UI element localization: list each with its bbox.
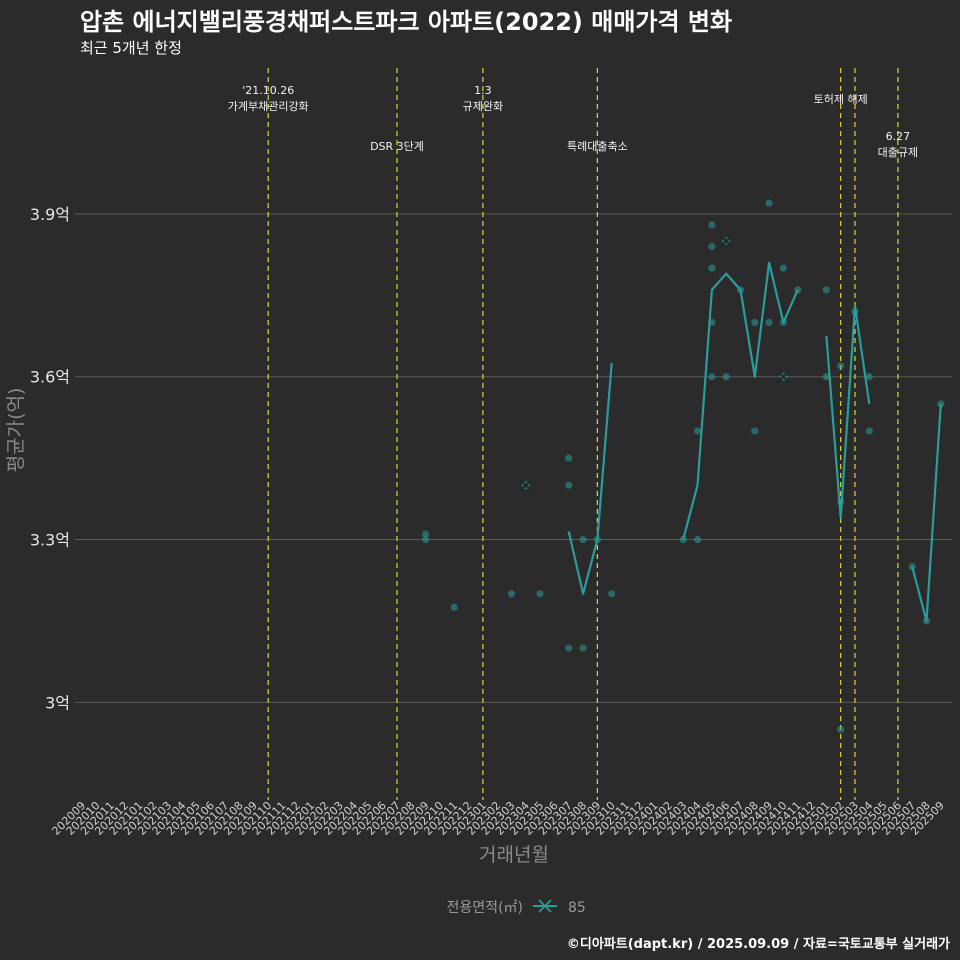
- series-line: [682, 261, 799, 540]
- data-point: [765, 199, 773, 207]
- source-credit: ©디아파트(dapt.kr) / 2025.09.09 / 자료=국토교통부 실…: [567, 936, 950, 952]
- event-label: '21.10.26: [242, 84, 294, 97]
- data-point: [507, 590, 516, 598]
- data-point: [822, 286, 830, 294]
- series-85: [422, 199, 945, 734]
- event-label: 규제완화: [463, 100, 503, 113]
- event-label: 6.27: [886, 130, 911, 143]
- data-point: [579, 644, 587, 652]
- data-point: [608, 590, 616, 598]
- data-point: [679, 535, 687, 544]
- data-point: [565, 454, 573, 462]
- y-tick-label: 3억: [45, 693, 70, 712]
- data-point: [450, 603, 458, 611]
- data-point: [693, 427, 702, 435]
- event-label: 특례대출축소: [567, 140, 628, 153]
- data-point: [422, 535, 430, 544]
- data-point: [837, 362, 845, 370]
- data-point: [422, 530, 430, 538]
- data-point: [765, 318, 773, 327]
- cross-marker: [519, 478, 533, 492]
- legend-entry-85: 85: [568, 900, 586, 916]
- data-point: [908, 563, 916, 571]
- y-tick-label: 3.3억: [30, 531, 70, 550]
- data-point: [708, 264, 716, 272]
- data-point: [822, 373, 830, 381]
- data-point: [722, 373, 730, 381]
- legend-cross-swatch: [538, 899, 552, 913]
- y-axis: 3억 3.3억 3.6억 3.9억: [30, 205, 70, 712]
- data-point: [565, 481, 573, 489]
- y-axis-title: 평균가(억): [5, 388, 27, 473]
- chart-subtitle: 최근 5개년 한정: [80, 39, 182, 57]
- chart-title: 압촌 에너지밸리풍경채퍼스트파크 아파트(2022) 매매가격 변화: [80, 8, 732, 36]
- data-point: [565, 644, 573, 652]
- legend-title: 전용면적(㎡): [447, 900, 523, 916]
- x-axis-title: 거래년월: [479, 844, 549, 866]
- series-line: [567, 363, 613, 595]
- series-line: [825, 305, 871, 519]
- legend: 전용면적(㎡) 85: [447, 899, 586, 916]
- data-point: [837, 725, 845, 734]
- data-point: [708, 221, 716, 229]
- y-tick-label: 3.9억: [30, 205, 70, 224]
- y-tick-label: 3.6억: [30, 368, 70, 387]
- event-label: 1.3: [474, 84, 492, 97]
- data-point: [579, 535, 587, 544]
- cross-marker: [776, 370, 791, 384]
- data-point: [708, 373, 716, 381]
- event-label: 가계부채관리강화: [228, 100, 309, 113]
- grid: [75, 213, 952, 703]
- data-point: [751, 427, 759, 435]
- x-axis: 2020092020102020112020122021012021022021…: [49, 799, 947, 838]
- data-point: [865, 373, 873, 381]
- data-point: [937, 400, 945, 408]
- data-point: [779, 264, 788, 272]
- event-label: DSR 3단계: [370, 140, 424, 153]
- data-point: [708, 242, 716, 251]
- event-label: 대출규제: [878, 146, 918, 159]
- event-label: 토허제 해제: [814, 92, 868, 106]
- data-point: [865, 427, 873, 435]
- data-point: [536, 590, 544, 598]
- cross-marker: [719, 234, 733, 248]
- data-point: [693, 535, 702, 544]
- data-point: [751, 318, 759, 327]
- series-line: [911, 403, 942, 623]
